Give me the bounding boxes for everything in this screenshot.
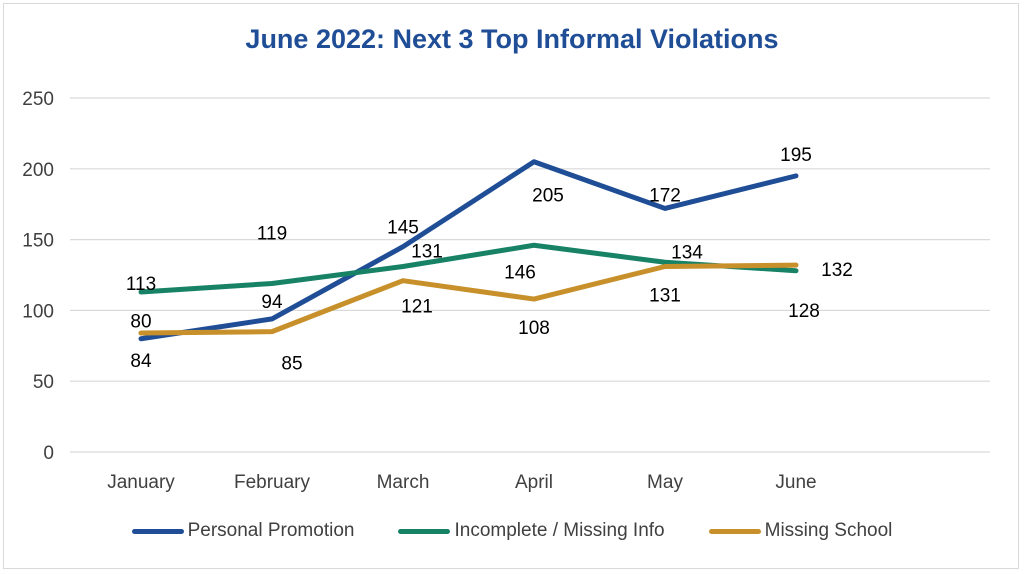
legend-swatch: [398, 528, 451, 534]
data-label: 131: [649, 286, 681, 307]
legend-label: Incomplete / Missing Info: [454, 520, 665, 541]
data-label: 94: [261, 292, 283, 313]
x-tick-label: April: [515, 472, 553, 493]
legend-label: Missing School: [764, 520, 893, 541]
data-label: 195: [780, 145, 812, 166]
y-tick-label: 250: [22, 89, 54, 110]
x-tick-label: January: [107, 472, 175, 493]
y-tick-label: 200: [22, 160, 54, 181]
data-label: 121: [401, 297, 433, 318]
series-line-2: [138, 262, 799, 336]
x-tick-label: May: [647, 472, 683, 493]
data-label: 80: [130, 312, 151, 333]
legend-swatch: [708, 528, 761, 534]
data-label: 205: [532, 186, 564, 207]
data-label: 132: [821, 260, 853, 281]
series-lines: [138, 159, 799, 342]
data-label: 131: [411, 242, 443, 263]
data-label: 108: [518, 318, 550, 339]
series-line-0: [138, 159, 799, 342]
data-label: 128: [788, 301, 820, 322]
x-axis-ticks: January February March April May June: [107, 472, 816, 493]
data-label: 172: [649, 185, 681, 206]
legend-item-2: Missing School: [708, 520, 893, 542]
data-label: 134: [671, 242, 703, 263]
y-tick-label: 50: [33, 372, 54, 393]
series-line-1: [138, 242, 799, 295]
legend-item-1: Incomplete / Missing Info: [398, 520, 665, 542]
x-tick-label: February: [234, 472, 311, 493]
legend-swatch: [131, 528, 184, 534]
y-tick-label: 0: [43, 443, 54, 464]
gridlines: [70, 97, 990, 453]
legend-item-0: Personal Promotion: [131, 520, 355, 542]
data-label: 145: [387, 218, 419, 239]
legend: Personal Promotion Incomplete / Missing I…: [0, 520, 1024, 542]
data-label: 84: [130, 351, 152, 372]
x-tick-label: June: [775, 472, 816, 493]
y-tick-label: 150: [22, 231, 54, 252]
x-tick-label: March: [377, 472, 430, 493]
data-label: 146: [504, 262, 536, 283]
data-labels: 80 94 145 205 172 195 113 119 131 146 134 128 84 85 12…: [126, 145, 853, 375]
data-label: 113: [126, 274, 156, 295]
chart-title: June 2022: Next 3 Top Informal Violation…: [245, 24, 779, 54]
y-axis-ticks: 0 50 100 150 200 250: [22, 89, 54, 464]
y-tick-label: 100: [22, 301, 54, 322]
chart-frame: [3, 3, 1019, 569]
data-label: 85: [281, 354, 302, 375]
data-label: 119: [257, 223, 287, 244]
legend-label: Personal Promotion: [187, 520, 355, 541]
